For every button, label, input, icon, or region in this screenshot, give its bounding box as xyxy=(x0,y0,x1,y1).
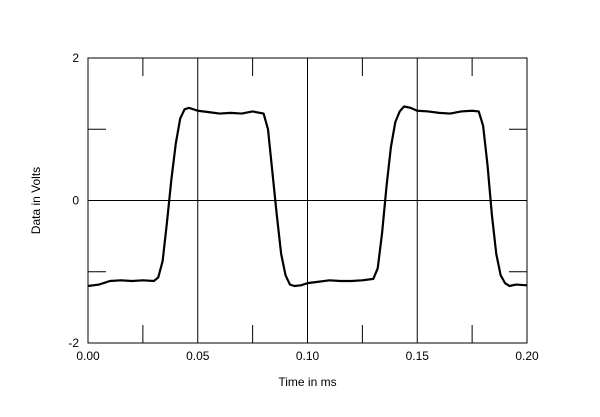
x-tick-labels: 0.00 0.05 0.10 0.15 0.20 xyxy=(76,349,539,363)
x-tick-label: 0.10 xyxy=(296,349,320,363)
y-tick-label: -2 xyxy=(68,336,79,350)
y-tick-label: 2 xyxy=(72,51,79,65)
y-tick-labels: 2 0 -2 xyxy=(68,51,79,350)
minor-ticks xyxy=(88,58,527,343)
y-axis-title: Data in Volts xyxy=(29,167,43,234)
series-line xyxy=(87,105,528,288)
x-tick-label: 0.05 xyxy=(186,349,210,363)
x-tick-label: 0.20 xyxy=(515,349,539,363)
grid-lines xyxy=(88,58,527,343)
series-layer xyxy=(87,105,528,288)
y-tick-label: 0 xyxy=(72,194,79,208)
x-tick-label: 0.15 xyxy=(406,349,430,363)
x-axis-title: Time in ms xyxy=(278,375,336,389)
plot-frame xyxy=(87,57,528,344)
x-tick-label: 0.00 xyxy=(76,349,100,363)
